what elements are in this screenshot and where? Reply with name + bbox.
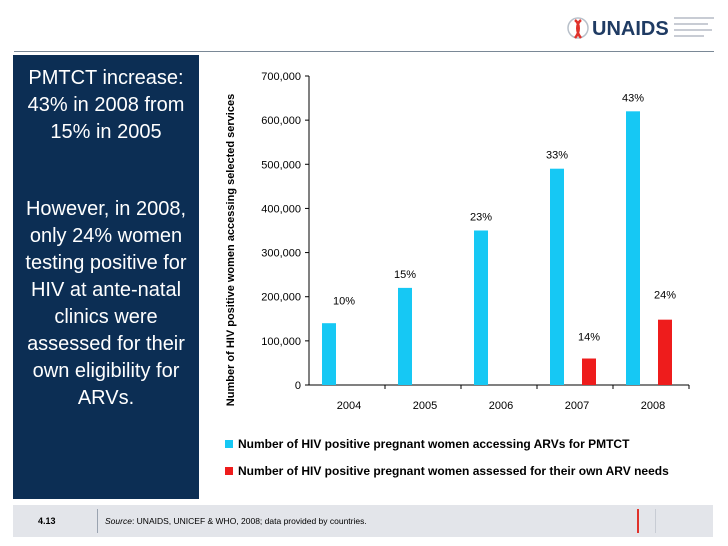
source-text: : UNAIDS, UNICEF & WHO, 2008; data provi… <box>131 516 367 526</box>
bar-series1 <box>398 287 412 385</box>
y-tick-label: 0 <box>295 380 301 392</box>
x-tick-label: 2004 <box>337 400 361 412</box>
red-ribbon-icon <box>573 19 583 39</box>
bar-series1 <box>322 323 336 385</box>
footer-divider <box>97 509 98 533</box>
y-axis-title-group: Number of HIV positive women accessing s… <box>225 94 237 406</box>
slide-number: 4.13 <box>38 516 56 526</box>
footer-bar: 4.13 Source: UNAIDS, UNICEF & WHO, 2008;… <box>13 505 713 537</box>
legend-label: Number of HIV positive pregnant women ac… <box>238 437 630 451</box>
y-tick-label: 100,000 <box>261 336 301 348</box>
bar-series2 <box>658 319 672 385</box>
y-tick-label: 700,000 <box>261 71 301 83</box>
data-label: 15% <box>394 269 416 281</box>
data-label: 33% <box>546 150 568 162</box>
summary-text-2: However, in 2008, only 24% women testing… <box>25 198 187 409</box>
legend-swatch <box>225 467 233 475</box>
header-divider <box>14 51 714 52</box>
unaids-logo: UNAIDS <box>567 17 714 40</box>
y-tick-label: 400,000 <box>261 203 301 215</box>
footer-accent-2 <box>655 509 656 533</box>
y-tick-label: 200,000 <box>261 292 301 304</box>
legend-swatch <box>225 440 233 448</box>
bar-series1 <box>626 111 640 386</box>
x-tick-label: 2005 <box>413 400 437 412</box>
data-label: 24% <box>654 290 676 302</box>
y-tick-label: 600,000 <box>261 115 301 127</box>
legend-label: Number of HIV positive pregnant women as… <box>238 464 669 478</box>
summary-text-1: PMTCT increase: 43% in 2008 from 15% in … <box>27 67 185 143</box>
source-note: Source: UNAIDS, UNICEF & WHO, 2008; data… <box>105 516 367 526</box>
x-tick-label: 2007 <box>565 400 589 412</box>
data-label: 14% <box>578 332 600 344</box>
bar-series1 <box>474 230 488 385</box>
x-tick-label: 2008 <box>641 400 665 412</box>
source-label: Source <box>105 516 132 526</box>
un-emblem-icon <box>567 17 589 39</box>
y-tick-label: 500,000 <box>261 159 301 171</box>
bar-series1 <box>550 168 564 385</box>
data-label: 43% <box>622 92 644 104</box>
footer-accent <box>637 509 639 533</box>
data-label: 23% <box>470 212 492 224</box>
logo-text: UNAIDS <box>592 18 669 40</box>
y-axis-title: Number of HIV positive women accessing s… <box>225 94 237 406</box>
data-label: 10% <box>333 296 355 308</box>
x-tick-label: 2006 <box>489 400 513 412</box>
summary-panel: PMTCT increase: 43% in 2008 from 15% in … <box>13 55 199 499</box>
bar-series2 <box>582 358 596 385</box>
y-tick-label: 300,000 <box>261 248 301 260</box>
